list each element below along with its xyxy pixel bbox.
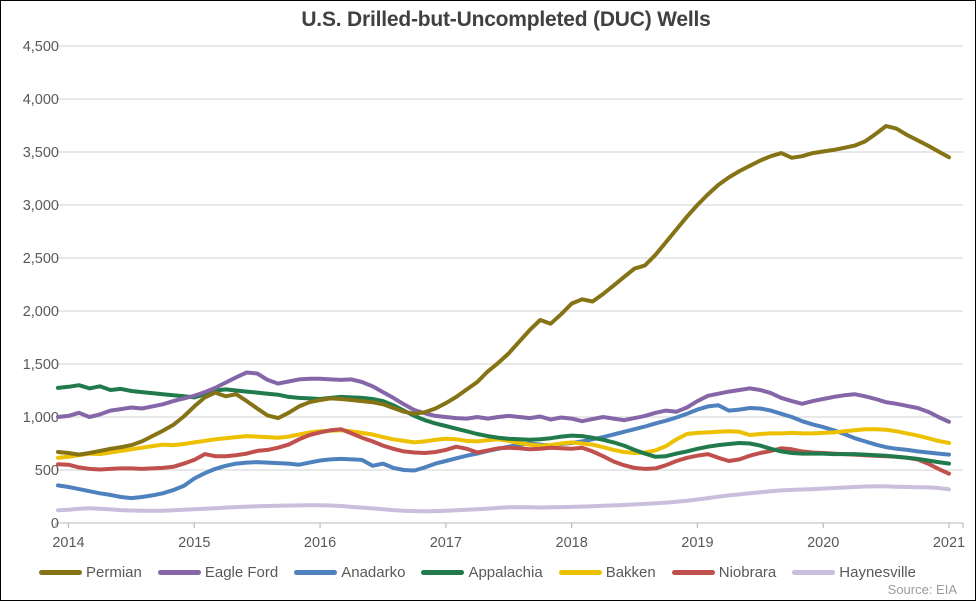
legend-swatch-niobrara	[671, 569, 715, 575]
legend-swatch-anadarko	[294, 569, 338, 575]
x-axis-labels: 2014 2015 2016 2017 2018 2019 2020 2021	[52, 535, 965, 551]
series-line-permian	[56, 124, 951, 457]
legend-item-eagle-ford: Eagle Ford	[157, 563, 279, 581]
legend-label-anadarko: Anadarko	[341, 563, 406, 581]
y-axis-tick-label: 0	[51, 516, 59, 532]
x-axis-ticks	[55, 523, 964, 528]
chart-title: U.S. Drilled-but-Uncompleted (DUC) Wells	[301, 8, 711, 31]
legend-item-appalachia: Appalachia	[421, 563, 543, 581]
legend-label-niobrara: Niobrara	[718, 563, 777, 581]
y-axis-tick-label: 3,000	[23, 198, 59, 214]
x-axis-tick-label: 2021	[933, 535, 965, 551]
legend-label-haynesville: Haynesville	[839, 563, 916, 581]
source-note: Source: EIA	[887, 582, 957, 597]
series-line-niobrara	[56, 427, 951, 476]
x-axis-tick-label: 2014	[52, 535, 84, 551]
legend-item-niobrara: Niobrara	[671, 563, 777, 581]
legend-swatch-bakken	[558, 569, 602, 575]
legend-swatch-appalachia	[421, 569, 465, 575]
series-line-eagle-ford	[56, 370, 951, 424]
y-axis-tick-label: 4,500	[23, 39, 59, 55]
y-axis-tick-label: 500	[35, 463, 59, 479]
legend-item-bakken: Bakken	[558, 563, 656, 581]
legend-label-permian: Permian	[86, 563, 142, 581]
legend-label-bakken: Bakken	[605, 563, 656, 581]
y-axis-tick-label: 2,500	[23, 251, 59, 267]
x-axis-tick-label: 2016	[304, 535, 336, 551]
series-line-appalachia	[56, 383, 951, 466]
chart-legend: Permian Eagle Ford Anadarko Appalachia Bakke…	[39, 561, 916, 583]
legend-item-anadarko: Anadarko	[294, 564, 405, 581]
legend-swatch-permian	[39, 569, 82, 575]
legend-swatch-eagle-ford	[157, 569, 201, 575]
x-axis-tick-label: 2019	[681, 535, 713, 551]
x-axis-tick-label: 2018	[556, 535, 588, 551]
y-axis-tick-label: 1,000	[23, 410, 59, 426]
legend-label-appalachia: Appalachia	[468, 563, 543, 581]
x-axis-tick-label: 2017	[430, 535, 462, 551]
series-line-haynesville	[56, 484, 951, 514]
legend-item-haynesville: Haynesville	[792, 564, 916, 581]
y-axis-tick-label: 4,000	[23, 92, 59, 108]
legend-item-permian: Permian	[39, 564, 142, 581]
y-axis-labels: 0 500 1,000 1,500 2,000 2,500 3,000 3,500 4,000 4…	[23, 39, 59, 532]
y-axis-tick-label: 2,000	[23, 304, 59, 320]
x-axis-tick-label: 2015	[178, 535, 210, 551]
y-axis-tick-label: 1,500	[23, 357, 59, 373]
legend-swatch-haynesville	[792, 569, 836, 575]
y-axis-tick-label: 3,500	[23, 145, 59, 161]
gridlines	[56, 45, 963, 524]
x-axis-tick-label: 2020	[807, 535, 839, 551]
legend-label-eagle-ford: Eagle Ford	[204, 563, 279, 581]
series-lines	[56, 124, 951, 514]
